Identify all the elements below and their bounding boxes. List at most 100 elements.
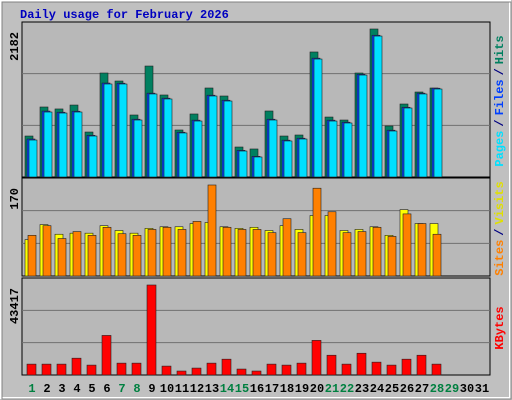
- bar: [327, 211, 337, 277]
- bar: [238, 150, 248, 178]
- bar: [162, 226, 172, 277]
- legend-entry: Pages: [493, 131, 507, 167]
- bar: [73, 111, 83, 178]
- bar: [371, 361, 382, 376]
- bar: [356, 352, 367, 376]
- x-tick-label: 28: [430, 382, 444, 396]
- bar: [56, 363, 67, 376]
- bar: [28, 139, 38, 178]
- legend-entry: Files: [493, 79, 507, 115]
- legend-entry: KBytes: [493, 306, 507, 349]
- bar: [372, 226, 382, 277]
- bar: [431, 363, 442, 376]
- bar: [418, 93, 428, 178]
- x-tick-label: 10: [160, 382, 174, 396]
- bar: [311, 340, 322, 376]
- bar: [27, 235, 37, 277]
- bar: [358, 74, 368, 178]
- x-tick-label: 23: [355, 382, 369, 396]
- bar: [297, 232, 307, 277]
- chart-title: Daily usage for February 2026: [20, 8, 229, 22]
- bar: [388, 130, 398, 178]
- x-tick-label: 22: [340, 382, 354, 396]
- bar: [222, 226, 232, 277]
- bar: [161, 365, 172, 376]
- bar: [417, 223, 427, 277]
- x-tick-label: 24: [370, 382, 384, 396]
- legend-separator: /: [493, 68, 507, 75]
- bar: [403, 107, 413, 178]
- legend-entry: Hits: [493, 35, 507, 64]
- bar: [43, 111, 53, 178]
- plot-area: [21, 277, 491, 376]
- bar: [88, 135, 98, 178]
- bar: [252, 229, 262, 277]
- bar: [193, 120, 203, 178]
- x-tick-label: 14: [220, 382, 234, 396]
- x-tick-label: 21: [325, 382, 339, 396]
- legend-separator: /: [493, 119, 507, 126]
- bar: [163, 98, 173, 178]
- y-tick-label: 170: [8, 188, 22, 210]
- x-tick-label: 31: [475, 382, 489, 396]
- bar: [147, 229, 157, 277]
- bar: [118, 83, 128, 178]
- bar: [402, 213, 412, 277]
- bar: [178, 132, 188, 178]
- bar: [86, 364, 97, 376]
- bar: [87, 235, 97, 277]
- x-tick-label: 5: [88, 382, 95, 396]
- y-tick-label: 43417: [8, 288, 22, 324]
- bar: [282, 218, 292, 277]
- bar: [177, 229, 187, 277]
- bar: [116, 362, 127, 376]
- x-tick-label: 11: [175, 382, 189, 396]
- x-tick-label: 15: [235, 382, 249, 396]
- x-tick-label: 17: [265, 382, 279, 396]
- bar: [328, 120, 338, 178]
- bar: [41, 363, 52, 376]
- bar: [26, 363, 37, 376]
- bar: [387, 236, 397, 277]
- x-tick-label: 20: [310, 382, 324, 396]
- bar: [283, 140, 293, 178]
- x-tick-label: 3: [58, 382, 65, 396]
- bar: [373, 35, 383, 178]
- bar: [146, 284, 157, 376]
- bar: [71, 357, 82, 376]
- legend-entry: Visits: [493, 181, 507, 224]
- x-tick-label: 26: [400, 382, 414, 396]
- bar: [432, 233, 442, 277]
- legend-separator: /: [493, 229, 507, 236]
- bar: [72, 231, 82, 277]
- bar: [117, 233, 127, 277]
- bar: [281, 364, 292, 376]
- x-tick-label: 1: [28, 382, 35, 396]
- x-tick-label: 18: [280, 382, 294, 396]
- bar: [237, 229, 247, 277]
- bar: [131, 362, 142, 376]
- bar: [253, 156, 263, 178]
- bar: [58, 112, 68, 178]
- bar: [221, 358, 232, 376]
- bar: [132, 235, 142, 277]
- bar: [101, 335, 112, 376]
- bar: [42, 225, 52, 277]
- bar: [326, 354, 337, 376]
- legend: Pages / Files / Hits: [493, 35, 507, 166]
- bar: [298, 138, 308, 178]
- x-tick-label: 2: [43, 382, 50, 396]
- x-tick-label: 12: [190, 382, 204, 396]
- bar: [148, 93, 158, 178]
- bar: [206, 362, 217, 376]
- bar: [192, 221, 202, 277]
- bar: [433, 88, 443, 178]
- bar: [236, 368, 247, 376]
- bar: [133, 119, 143, 178]
- bar: [208, 95, 218, 178]
- legend: KBytes: [493, 306, 507, 349]
- legend-entry: Sites: [493, 240, 507, 276]
- bar: [357, 231, 367, 277]
